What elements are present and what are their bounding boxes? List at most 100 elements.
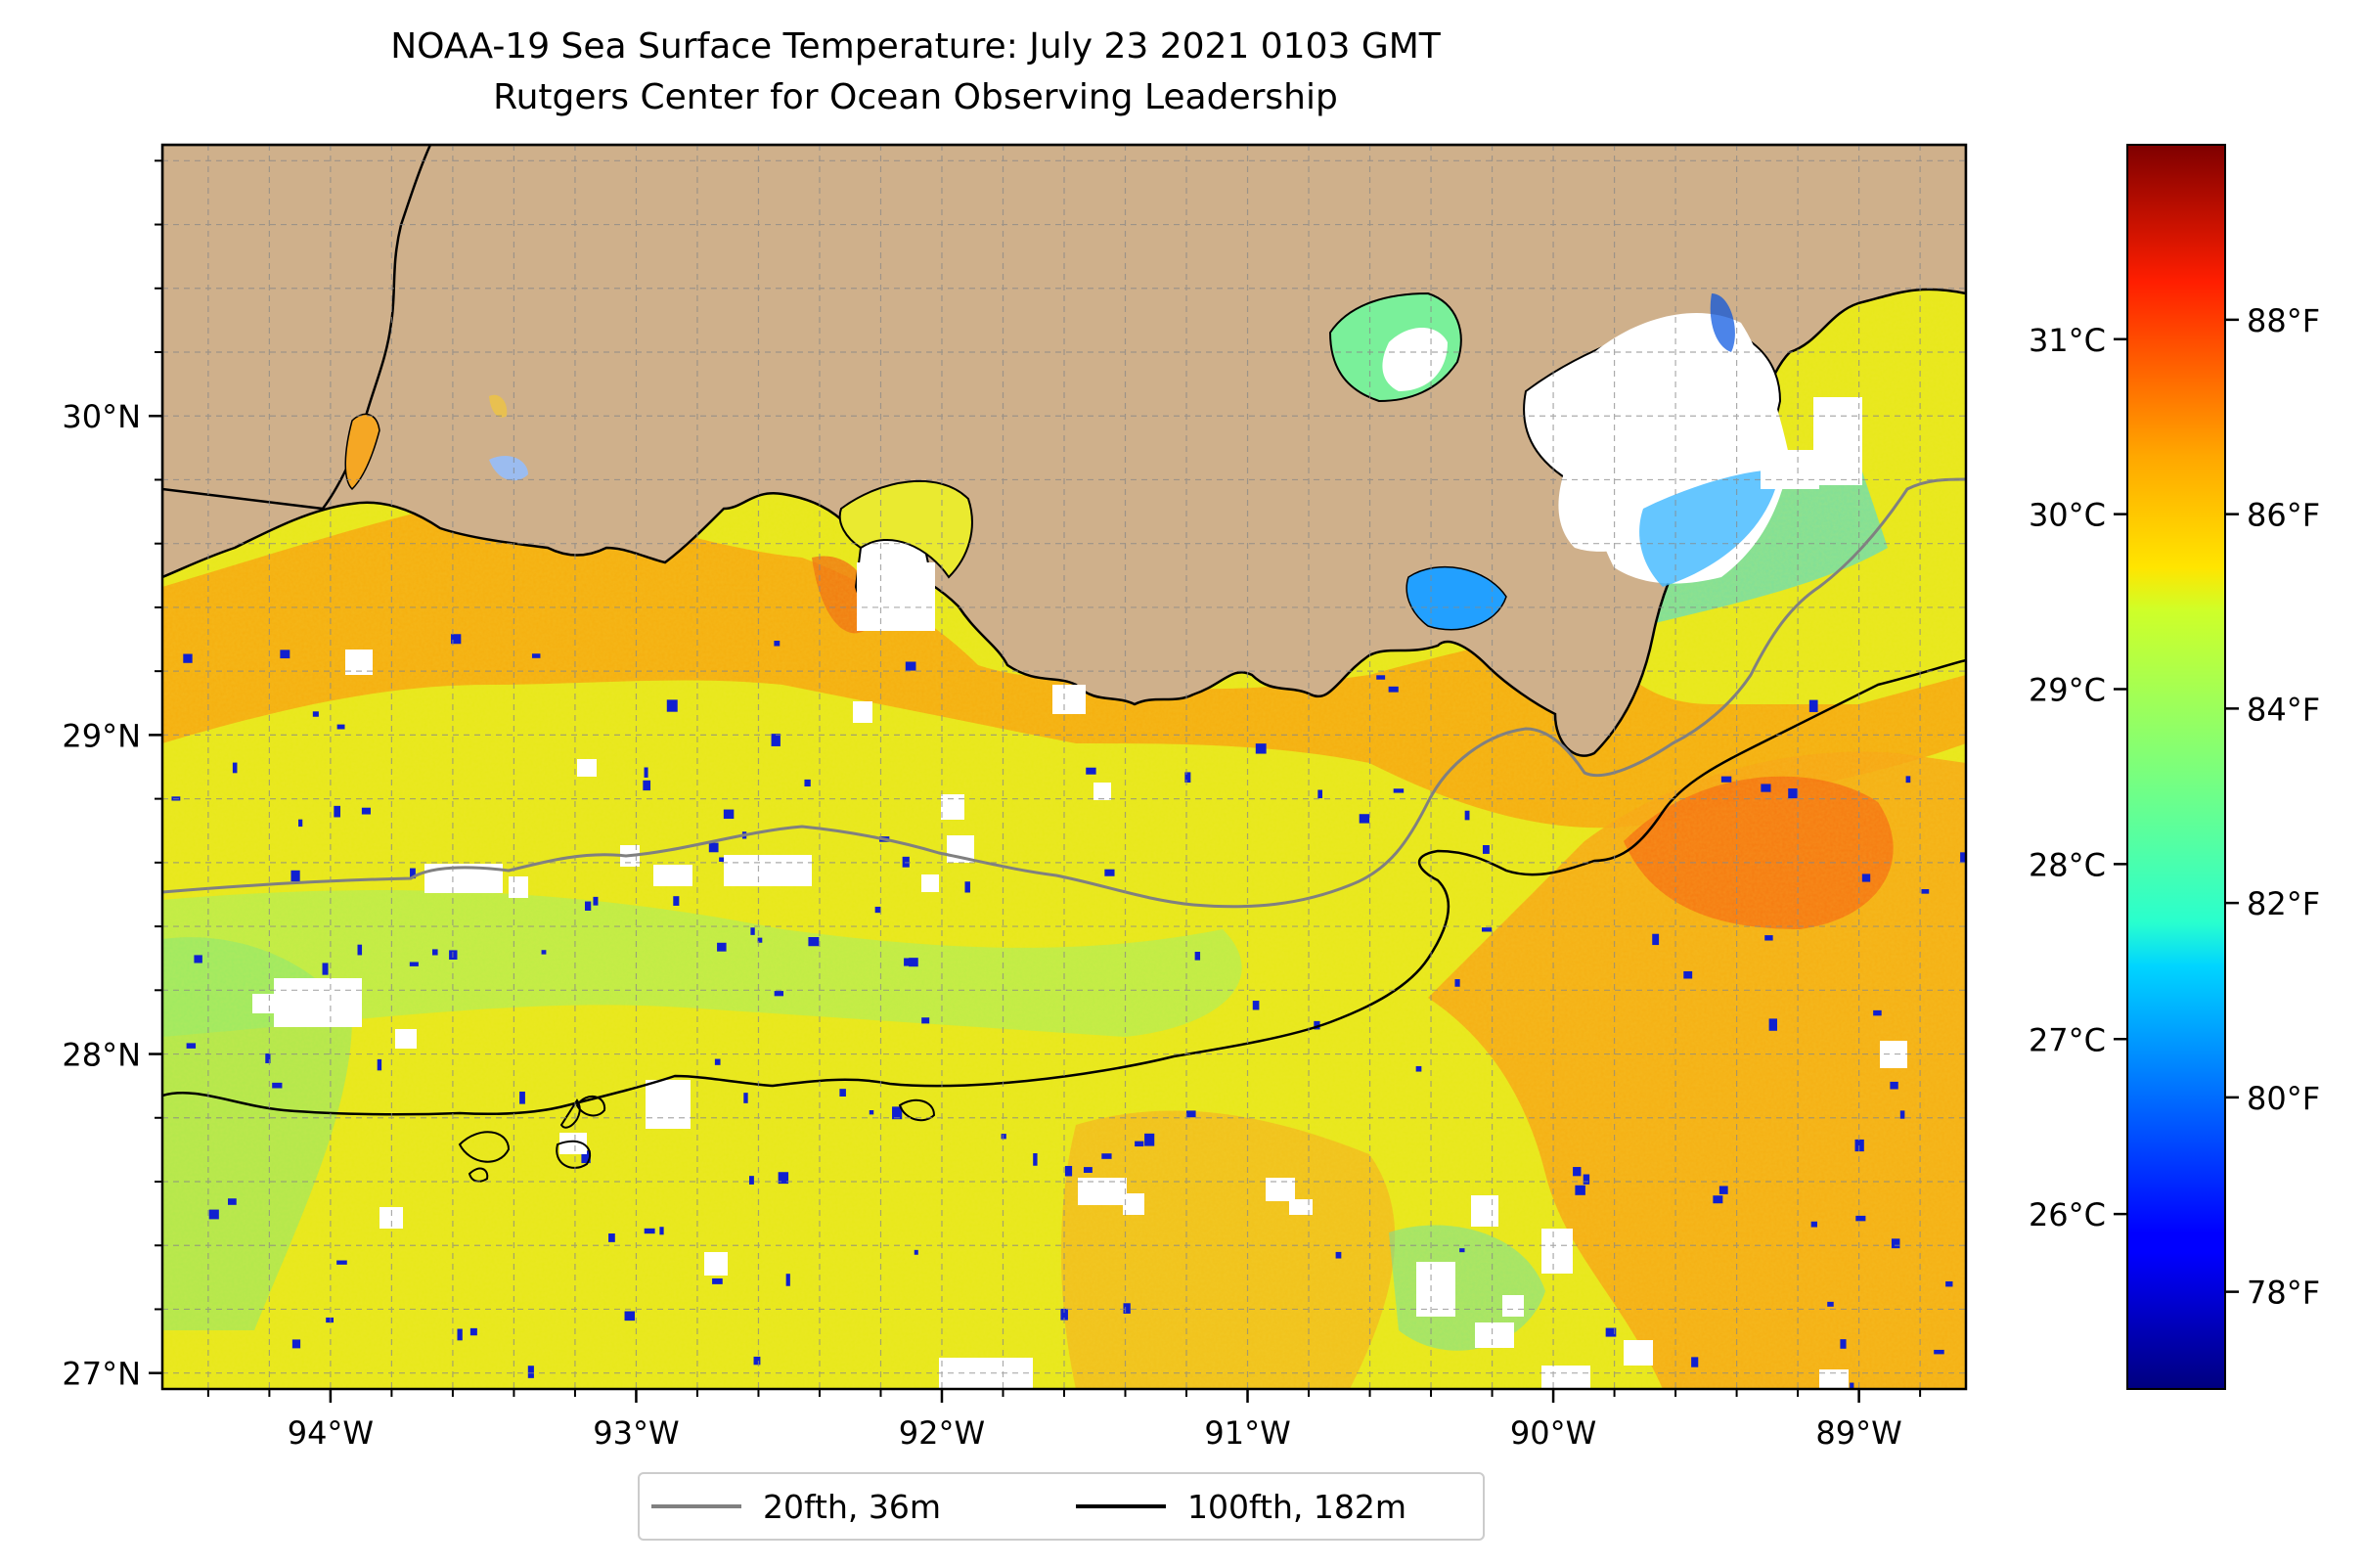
cold-pixel — [312, 711, 319, 717]
cold-pixel — [785, 1274, 790, 1286]
cold-pixel — [905, 661, 916, 671]
tick-label-lon: 89°W — [1815, 1414, 1901, 1452]
legend-swatch-100fth — [1076, 1504, 1166, 1508]
tick-label-lon: 92°W — [899, 1414, 985, 1452]
cold-pixel — [1861, 874, 1871, 882]
cold-pixel — [964, 881, 970, 893]
cold-pixel — [1482, 927, 1493, 932]
cold-pixel — [1808, 699, 1818, 712]
cold-pixel — [1033, 1153, 1038, 1166]
cold-pixel — [431, 949, 438, 956]
cold-pixel — [336, 1260, 347, 1265]
colorbar-label-f: 84°F — [2247, 691, 2320, 728]
cold-pixel — [1850, 1382, 1854, 1389]
cold-pixel — [1768, 1018, 1777, 1031]
cold-pixel — [519, 1091, 525, 1104]
cold-pixel — [361, 807, 371, 815]
tick-label-lon: 93°W — [593, 1414, 679, 1452]
cold-pixel — [1934, 1349, 1944, 1355]
cold-pixel — [322, 963, 329, 975]
breton-sound-area — [1639, 470, 1780, 587]
cold-pixel — [451, 634, 462, 645]
cold-pixel — [1376, 675, 1386, 680]
cold-pixel — [1252, 1001, 1260, 1010]
cold-pixel — [1464, 810, 1470, 821]
cold-pixel — [1960, 852, 1966, 863]
cold-pixel — [410, 868, 416, 879]
cold-pixel — [1921, 889, 1930, 894]
map-axes: 94°W 93°W 92°W 91°W 90°W 89°W 27°N 28°N 29°N 30°N — [62, 159, 1922, 1452]
cold-pixel — [712, 1277, 723, 1284]
cold-pixel — [1810, 1221, 1817, 1228]
cold-pixel — [1605, 1327, 1617, 1337]
cold-pixel — [892, 1106, 903, 1120]
cold-pixel — [904, 958, 914, 966]
cold-pixel — [581, 1150, 591, 1164]
cold-pixel — [749, 1176, 754, 1185]
cold-pixel — [1459, 1248, 1465, 1253]
cold-pixel — [377, 1058, 382, 1071]
cold-pixel — [1393, 788, 1405, 793]
colorbar-label-f: 78°F — [2247, 1275, 2320, 1312]
legend-item-100fth: 100fth, 182m — [1076, 1474, 1406, 1539]
cold-pixel — [336, 724, 345, 730]
cold-pixel — [1788, 788, 1798, 799]
cold-pixel — [753, 1356, 761, 1366]
white-lake — [489, 455, 528, 481]
cold-pixel — [1890, 1081, 1898, 1090]
cold-pixel — [280, 650, 290, 659]
tick-label-lon: 91°W — [1204, 1414, 1290, 1452]
colorbar-label-c: 27°C — [2029, 1021, 2106, 1058]
cold-pixel — [469, 1327, 477, 1336]
cold-pixel — [186, 1043, 197, 1049]
cold-pixel — [265, 1053, 271, 1063]
legend: 20fth, 36m 100fth, 182m — [638, 1472, 1485, 1541]
cold-pixel — [757, 937, 763, 943]
figure-subtitle: Rutgers Center for Ocean Observing Leade… — [493, 77, 1338, 117]
colorbar — [2126, 144, 2226, 1390]
cold-pixel — [771, 734, 781, 746]
cold-pixel — [1718, 1186, 1728, 1194]
cold-pixel — [608, 1233, 615, 1242]
isobath-100fth — [162, 658, 1966, 1116]
cold-pixel — [1064, 1165, 1073, 1177]
cold-pixel — [673, 896, 680, 906]
cold-pixel — [326, 1317, 334, 1323]
colorbar-label-f: 88°F — [2247, 302, 2320, 339]
colorbar-label-f: 86°F — [2247, 497, 2320, 534]
colorbar-label-c: 30°C — [2029, 497, 2106, 534]
colorbar-label-f: 82°F — [2247, 885, 2320, 922]
isobath-100fth-rings — [458, 1096, 936, 1183]
cold-pixel — [750, 927, 755, 935]
cold-pixel — [1135, 1141, 1144, 1147]
cold-pixel — [1185, 1110, 1196, 1118]
cold-pixel — [644, 767, 648, 778]
colorbar-label-f: 80°F — [2247, 1080, 2320, 1117]
cold-pixel — [183, 653, 193, 663]
cold-pixel — [357, 944, 363, 956]
colorbar-ticks: 78°F 80°F 82°F 84°F 86°F 88°F 26°C 27°C 28°C 29°C… — [2029, 302, 2320, 1312]
cold-pixel — [743, 1093, 748, 1103]
cold-pixel — [1873, 1009, 1882, 1016]
colorbar-label-c: 28°C — [2029, 846, 2106, 883]
cold-pixel — [527, 1366, 534, 1378]
cold-pixel — [531, 653, 541, 658]
tick-label-lat: 29°N — [62, 717, 141, 754]
cold-pixel — [1652, 933, 1660, 946]
cold-pixel — [714, 1058, 721, 1065]
cold-pixel — [1691, 1357, 1699, 1367]
cold-pixel — [774, 641, 781, 647]
tick-label-lon: 90°W — [1510, 1414, 1596, 1452]
tick-label-lon: 94°W — [288, 1414, 374, 1452]
cold-pixel — [909, 958, 918, 967]
cold-pixel — [1573, 1167, 1582, 1177]
cold-pixel — [1891, 1238, 1900, 1249]
cold-pixel — [409, 962, 419, 966]
cold-pixel — [874, 906, 881, 914]
cold-pixel — [804, 779, 811, 787]
cold-pixel — [1359, 814, 1370, 824]
cold-pixel — [1086, 767, 1096, 775]
tick-label-lat: 27°N — [62, 1356, 141, 1393]
cold-pixel — [334, 805, 340, 818]
